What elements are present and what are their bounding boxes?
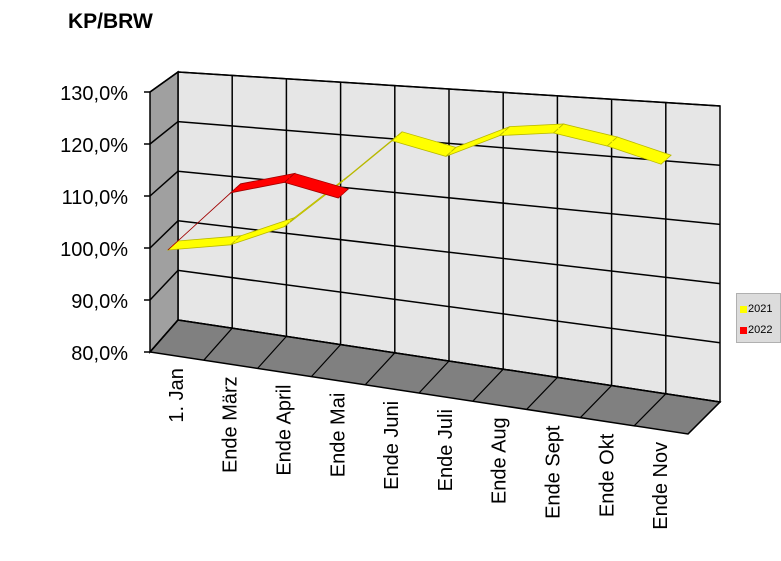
floor-line-1 bbox=[203, 327, 233, 361]
floor-line-2 bbox=[257, 335, 287, 369]
legend-label-2022: 2022 bbox=[748, 324, 773, 336]
y-tick-label-90: 90,0% bbox=[71, 291, 128, 313]
floor-line-3 bbox=[310, 344, 342, 378]
series-2021-point-6 bbox=[504, 130, 506, 132]
series-2021-point-9 bbox=[665, 159, 667, 161]
series-2021-segment-8 bbox=[606, 136, 672, 165]
floor-line-7 bbox=[526, 376, 558, 410]
legend: 2021 2022 bbox=[736, 293, 781, 343]
legend-label-2021: 2021 bbox=[748, 303, 773, 315]
x-tick-label-0: 1. Jan bbox=[166, 368, 188, 422]
floor-line-4 bbox=[364, 352, 396, 386]
x-tick-label-7: Ende Sept bbox=[543, 425, 565, 519]
sidegrid-h-130 bbox=[149, 71, 179, 93]
floor-line-6 bbox=[472, 368, 504, 402]
series-2021-point-7 bbox=[557, 127, 560, 130]
floor-line-0 bbox=[149, 319, 179, 353]
x-tick-label-9: Ende Nov bbox=[650, 442, 672, 530]
legend-swatch-2021 bbox=[740, 305, 747, 313]
y-tick-label-110: 110,0% bbox=[62, 187, 129, 209]
floor-line-8 bbox=[579, 385, 613, 419]
floor-line-9 bbox=[633, 393, 667, 427]
floor-line-10 bbox=[687, 401, 721, 435]
sidegrid-h-110 bbox=[149, 170, 179, 197]
x-tick-label-1: Ende März bbox=[220, 376, 242, 473]
legend-swatch-2022 bbox=[740, 326, 747, 334]
series-2022-point-2 bbox=[288, 177, 291, 179]
y-tick-label-130: 130,0% bbox=[60, 83, 128, 105]
series-2021-point-2 bbox=[288, 221, 291, 223]
series-2022-point-3 bbox=[342, 192, 344, 195]
series-2021-point-4 bbox=[396, 135, 398, 137]
side-wall bbox=[149, 70, 179, 354]
sidegrid-h-90 bbox=[149, 269, 179, 301]
series-2022-segment-2 bbox=[283, 172, 350, 199]
series-2022-point-1 bbox=[235, 187, 237, 189]
series-2021-point-8 bbox=[611, 140, 613, 143]
x-tick-label-8: Ende Okt bbox=[596, 433, 618, 517]
x-tick-label-4: Ende Juni bbox=[381, 401, 403, 490]
series-2021-point-1 bbox=[235, 239, 237, 241]
x-tick-label-2: Ende April bbox=[274, 385, 296, 476]
legend-item-2022: 2022 bbox=[740, 323, 772, 337]
x-tick-label-6: Ende Aug bbox=[489, 417, 511, 504]
x-tick-label-3: Ende Mai bbox=[327, 393, 349, 478]
y-tick-label-100: 100,0% bbox=[60, 239, 128, 261]
chart-title: KP/BRW bbox=[68, 10, 153, 33]
floor-line-5 bbox=[418, 360, 450, 394]
legend-item-2021: 2021 bbox=[740, 302, 772, 316]
series-2021-point-3 bbox=[342, 179, 344, 182]
y-tick-label-120: 120,0% bbox=[60, 135, 128, 157]
y-tick-label-80: 80,0% bbox=[71, 343, 128, 365]
sidegrid-h-100 bbox=[149, 220, 179, 249]
series-2021-point-5 bbox=[450, 151, 452, 153]
sidegrid-h-120 bbox=[149, 121, 179, 145]
series-2022-point-0 bbox=[172, 244, 174, 247]
x-tick-label-5: Ende Juli bbox=[435, 409, 457, 491]
